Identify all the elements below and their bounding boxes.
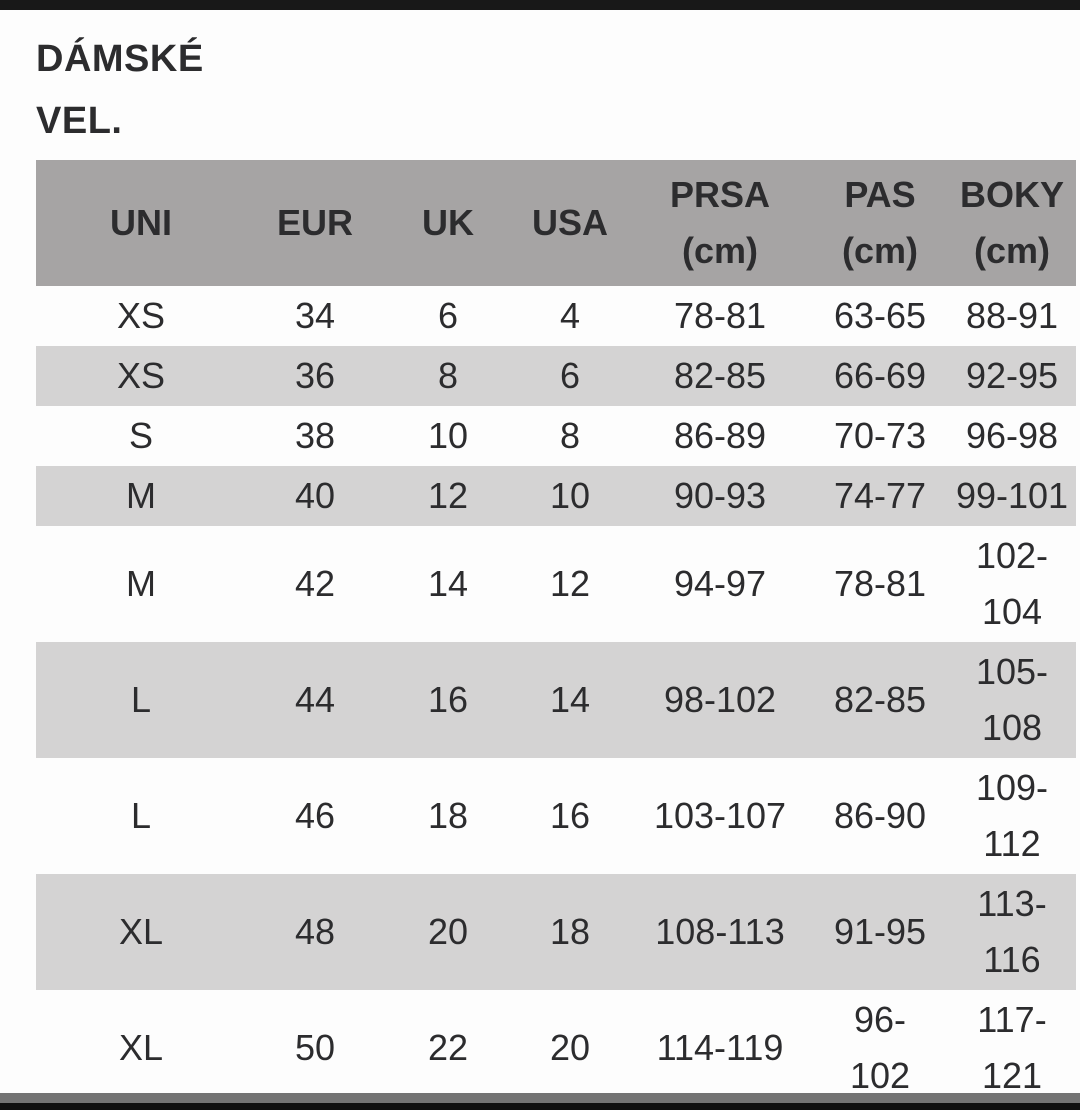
table-cell: 96-98	[965, 415, 1059, 456]
table-cell: 44	[294, 679, 336, 720]
table-cell: 12	[549, 563, 591, 604]
table-cell: L	[130, 795, 152, 836]
table-cell: 48	[294, 911, 336, 952]
top-black-bar	[0, 0, 1080, 10]
table-cell: 108-113	[655, 911, 785, 952]
table-cell: 36	[294, 355, 336, 396]
table-cell: M	[126, 563, 156, 604]
table-cell: XL	[118, 1027, 164, 1068]
table-cell: 105- 108	[975, 651, 1049, 748]
table-cell: 8	[559, 415, 581, 456]
bottom-gray-bar	[0, 1093, 1080, 1103]
table-cell: 109- 112	[975, 767, 1049, 864]
table-cell: 82-85	[833, 679, 927, 720]
size-table-body: XS 34 6 4 78-81 63-65 88-91 XS 36 8 6 82-85 66-69 92-…	[36, 286, 1076, 1093]
size-table: UNI EUR UK USA PRSA (cm) PAS (cm) BOKY (…	[36, 160, 1076, 1093]
table-cell: 10	[427, 415, 469, 456]
table-cell: 113- 116	[977, 883, 1047, 980]
table-cell: 50	[294, 1027, 336, 1068]
table-cell: 99-101	[955, 475, 1069, 516]
table-cell: 117- 121	[977, 999, 1047, 1093]
table-cell: 12	[427, 475, 469, 516]
table-row: S 38 10 8 86-89 70-73 96-98	[36, 406, 1076, 466]
table-cell: 22	[427, 1027, 469, 1068]
table-cell: 96- 102	[849, 999, 911, 1093]
table-cell: 86-89	[673, 415, 767, 456]
table-cell: 70-73	[833, 415, 927, 456]
page-title: DÁMSKÉ VEL.	[36, 38, 204, 142]
table-cell: 91-95	[833, 911, 927, 952]
table-cell: XS	[116, 355, 166, 396]
col-header-boky: BOKY (cm)	[948, 160, 1076, 286]
table-cell: 66-69	[833, 355, 927, 396]
table-cell: M	[126, 475, 156, 516]
table-cell: 63-65	[833, 295, 927, 336]
table-cell: 78-81	[833, 563, 927, 604]
table-row: M 40 12 10 90-93 74-77 99-101	[36, 466, 1076, 526]
table-cell: 14	[549, 679, 591, 720]
col-header-eur: EUR	[246, 160, 384, 286]
table-cell: 14	[427, 563, 469, 604]
table-cell: L	[130, 679, 152, 720]
table-cell: 46	[294, 795, 336, 836]
size-table-header: UNI EUR UK USA PRSA (cm) PAS (cm) BOKY (…	[36, 160, 1076, 286]
table-cell: 20	[549, 1027, 591, 1068]
table-cell: 20	[427, 911, 469, 952]
table-cell: 90-93	[673, 475, 767, 516]
table-row: XS 34 6 4 78-81 63-65 88-91	[36, 286, 1076, 346]
table-cell: 94-97	[673, 563, 767, 604]
table-cell: XL	[118, 911, 164, 952]
table-cell: 102- 104	[975, 535, 1049, 632]
table-cell: 42	[294, 563, 336, 604]
table-cell: 18	[427, 795, 469, 836]
table-row: XL 50 22 20 114-119 96- 102 117- 121	[36, 990, 1076, 1093]
table-row: L 44 16 14 98-102 82-85 105- 108	[36, 642, 1076, 758]
table-cell: 6	[559, 355, 581, 396]
col-header-usa: USA	[512, 160, 628, 286]
table-cell: XS	[116, 295, 166, 336]
table-cell: 114-119	[656, 1027, 784, 1068]
table-cell: 16	[549, 795, 591, 836]
col-header-uk: UK	[384, 160, 512, 286]
table-cell: 16	[427, 679, 469, 720]
col-header-pas: PAS (cm)	[812, 160, 948, 286]
table-cell: 103-107	[653, 795, 787, 836]
table-cell: 34	[294, 295, 336, 336]
table-cell: 92-95	[965, 355, 1059, 396]
table-cell: 18	[549, 911, 591, 952]
table-cell: 38	[294, 415, 336, 456]
table-cell: S	[128, 415, 153, 456]
table-row: XL 48 20 18 108-113 91-95 113- 116	[36, 874, 1076, 990]
table-cell: 78-81	[673, 295, 767, 336]
bottom-black-bar	[0, 1103, 1080, 1110]
table-cell: 40	[294, 475, 336, 516]
table-row: XS 36 8 6 82-85 66-69 92-95	[36, 346, 1076, 406]
col-header-uni: UNI	[36, 160, 246, 286]
table-cell: 86-90	[833, 795, 927, 836]
table-cell: 82-85	[673, 355, 767, 396]
table-cell: 10	[549, 475, 591, 516]
size-guide-page: DÁMSKÉ VEL. UNI EUR UK USA PRSA (cm) PAS…	[0, 10, 1080, 1093]
table-cell: 6	[437, 295, 459, 336]
table-cell: 74-77	[833, 475, 927, 516]
table-cell: 8	[437, 355, 459, 396]
table-row: M 42 14 12 94-97 78-81 102- 104	[36, 526, 1076, 642]
col-header-prsa: PRSA (cm)	[628, 160, 812, 286]
table-row: L 46 18 16 103-107 86-90 109- 112	[36, 758, 1076, 874]
table-cell: 4	[559, 295, 581, 336]
table-cell: 88-91	[965, 295, 1059, 336]
header-row: UNI EUR UK USA PRSA (cm) PAS (cm) BOKY (…	[36, 160, 1076, 286]
table-cell: 98-102	[663, 679, 777, 720]
